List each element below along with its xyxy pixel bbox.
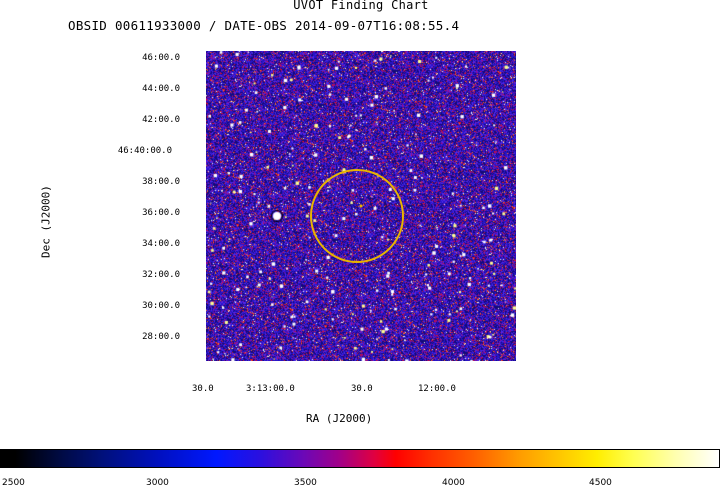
x-tick-label: 12:00.0 xyxy=(418,384,456,394)
colorbar-tick-label: 4000 xyxy=(442,478,465,488)
y-tick-label: 38:00.0 xyxy=(142,177,180,187)
y-tick-label: 46:00.0 xyxy=(142,53,180,63)
x-tick-label: 30.0 xyxy=(351,384,373,394)
y-tick-label: 36:00.0 xyxy=(142,208,180,218)
y-tick-label: 44:00.0 xyxy=(142,84,180,94)
x-tick-label: 30.0 xyxy=(192,384,214,394)
colorbar-tick-label: 3500 xyxy=(294,478,317,488)
colorbar-tick-label: 3000 xyxy=(146,478,169,488)
chart-title: UVOT Finding Chart xyxy=(293,0,429,12)
sky-image-canvas xyxy=(206,51,516,361)
colorbar xyxy=(0,449,720,468)
y-tick-label: 42:00.0 xyxy=(142,115,180,125)
x-tick-label: 3:13:00.0 xyxy=(246,384,295,394)
y-tick-label: 46:40:00.0 xyxy=(117,146,172,156)
colorbar-tick-label: 2500 xyxy=(2,478,25,488)
y-tick-label: 32:00.0 xyxy=(142,270,180,280)
colorbar-tick-label: 4500 xyxy=(589,478,612,488)
y-tick-label: 28:00.0 xyxy=(142,332,180,342)
x-axis-label: RA (J2000) xyxy=(306,412,373,425)
sky-image[interactable] xyxy=(206,51,516,361)
chart-subtitle: OBSID 00611933000 / DATE-OBS 2014-09-07T… xyxy=(68,18,460,33)
y-tick-label: 30:00.0 xyxy=(142,301,180,311)
y-tick-label: 34:00.0 xyxy=(142,239,180,249)
y-axis-label: Dec (J2000) xyxy=(39,185,53,258)
